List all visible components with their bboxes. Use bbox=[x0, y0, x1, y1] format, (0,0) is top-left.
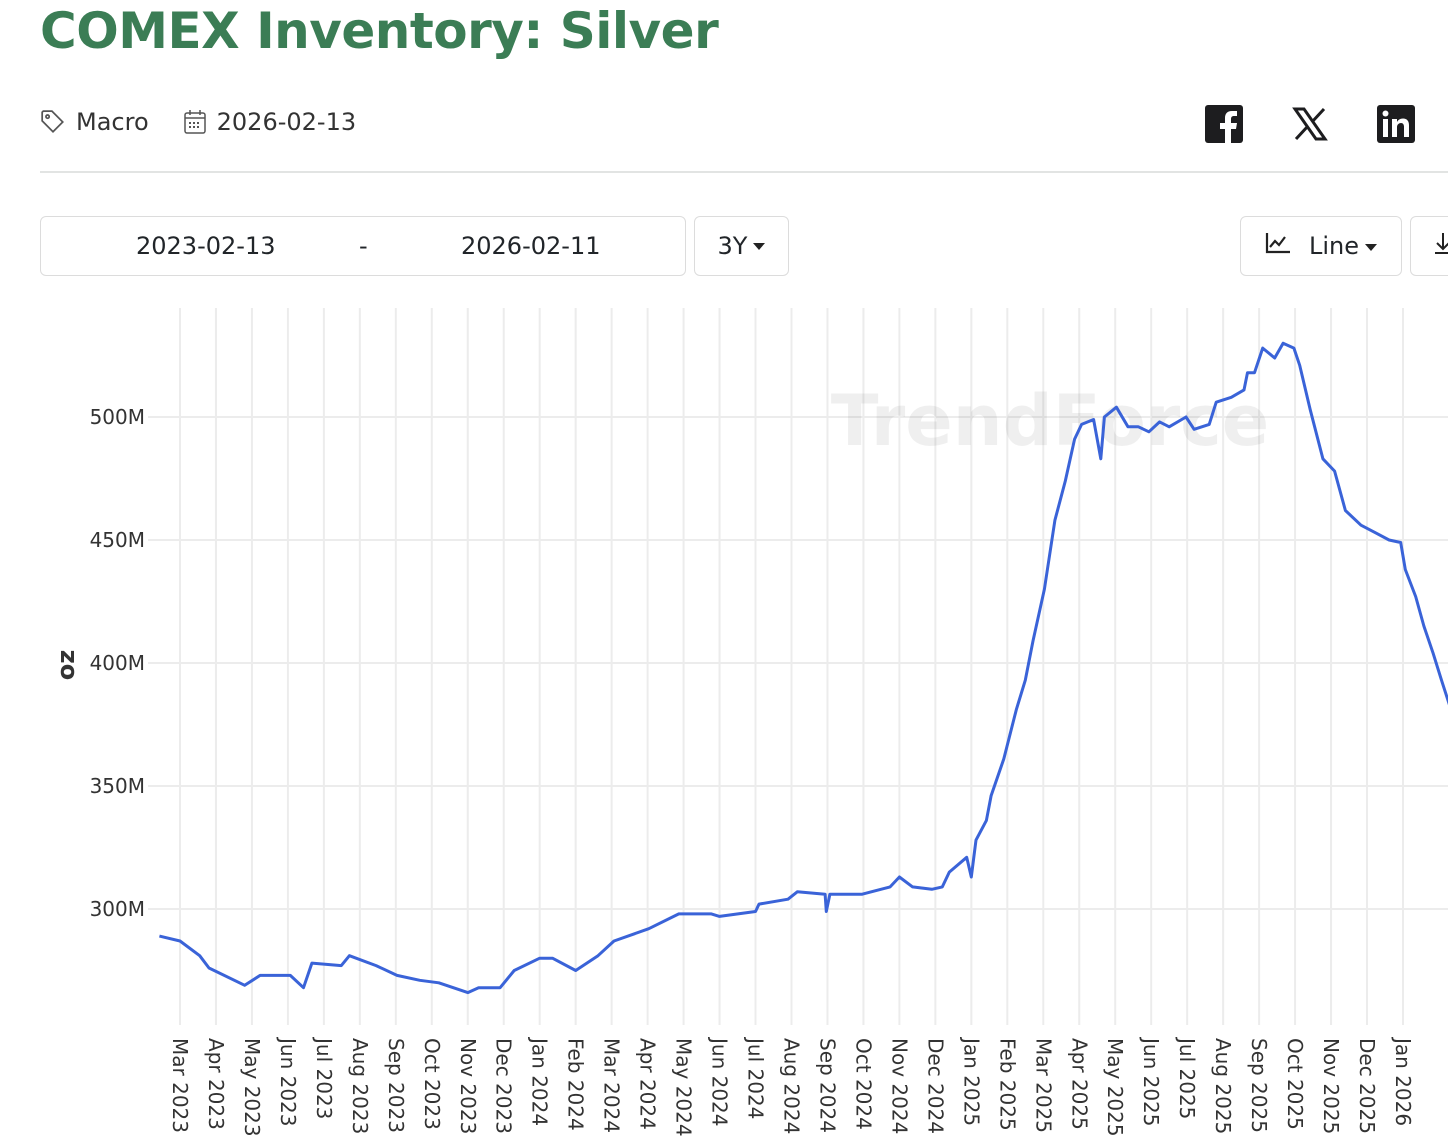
x-tick-label: Nov 2025 bbox=[1319, 1038, 1343, 1134]
date-separator: - bbox=[359, 232, 368, 260]
facebook-icon[interactable] bbox=[1205, 105, 1243, 143]
end-date-input[interactable]: 2026-02-11 bbox=[461, 232, 601, 260]
x-tick-label: Aug 2025 bbox=[1211, 1038, 1235, 1134]
x-tick-label: Mar 2023 bbox=[168, 1038, 192, 1133]
x-tick-label: Jun 2023 bbox=[276, 1036, 300, 1127]
series-line bbox=[159, 341, 1448, 995]
x-tick-label: Mar 2024 bbox=[600, 1038, 624, 1133]
article-meta: Macro 2026-02-13 bbox=[40, 108, 356, 136]
x-tick-label: Jan 2024 bbox=[528, 1036, 552, 1126]
x-tick-label: Jul 2025 bbox=[1175, 1036, 1199, 1119]
watermark: TrendForce bbox=[831, 380, 1270, 462]
start-date-input[interactable]: 2023-02-13 bbox=[136, 232, 276, 260]
x-tick-label: Sep 2025 bbox=[1247, 1038, 1271, 1133]
download-icon bbox=[1433, 231, 1448, 261]
x-tick-label: Feb 2024 bbox=[564, 1038, 588, 1131]
x-tick-label: Oct 2025 bbox=[1283, 1038, 1307, 1130]
x-tick-label: Sep 2024 bbox=[815, 1038, 839, 1133]
chevron-down-icon bbox=[1365, 243, 1377, 251]
line-chart: TrendForce 300M 350M 400M 450M 500M Mar 2023… bbox=[52, 308, 1448, 1137]
category-tag[interactable]: Macro bbox=[76, 108, 149, 136]
y-tick-label: 500M bbox=[90, 405, 145, 429]
x-tick-label: May 2023 bbox=[240, 1038, 264, 1137]
calendar-icon bbox=[183, 109, 207, 135]
y-tick-label: 300M bbox=[90, 897, 145, 921]
x-tick-label: Jan 2025 bbox=[959, 1036, 983, 1126]
chevron-down-icon bbox=[753, 242, 766, 250]
x-tick-label: Nov 2024 bbox=[887, 1038, 911, 1134]
x-tick-label: Apr 2024 bbox=[636, 1038, 660, 1130]
y-axis-title: oz bbox=[52, 650, 80, 680]
x-tick-label: Oct 2024 bbox=[851, 1038, 875, 1130]
x-tick-label: Jul 2024 bbox=[744, 1036, 768, 1119]
chart-type-value: Line bbox=[1308, 232, 1359, 260]
range-dropdown[interactable]: 3Y bbox=[694, 216, 789, 276]
line-chart-icon bbox=[1265, 232, 1291, 260]
x-tick-label: Jan 2026 bbox=[1391, 1036, 1415, 1126]
y-tick-label: 350M bbox=[90, 774, 145, 798]
x-tick-label: Jun 2025 bbox=[1139, 1036, 1163, 1127]
x-tick-label: May 2025 bbox=[1103, 1038, 1127, 1137]
x-tick-label: Apr 2025 bbox=[1067, 1038, 1091, 1130]
x-tick-label: Aug 2023 bbox=[348, 1038, 372, 1134]
chart-type-dropdown[interactable]: Line bbox=[1240, 216, 1402, 276]
x-tick-label: Dec 2024 bbox=[923, 1038, 947, 1134]
publish-date: 2026-02-13 bbox=[216, 108, 357, 136]
x-tick-label: Nov 2023 bbox=[456, 1038, 480, 1134]
page-title: COMEX Inventory: Silver bbox=[40, 2, 719, 60]
x-tick-label: Dec 2023 bbox=[492, 1038, 516, 1134]
x-tick-label: Dec 2025 bbox=[1355, 1038, 1379, 1134]
divider bbox=[40, 171, 1448, 173]
x-tick-label: Jul 2023 bbox=[312, 1036, 336, 1119]
x-tick-label: Sep 2023 bbox=[384, 1038, 408, 1133]
x-tick-label: Feb 2025 bbox=[995, 1038, 1019, 1131]
x-tick-label: Mar 2025 bbox=[1031, 1038, 1055, 1133]
linkedin-icon[interactable] bbox=[1377, 105, 1415, 143]
download-button[interactable] bbox=[1410, 216, 1448, 276]
tag-icon bbox=[40, 109, 66, 135]
x-tick-label: Aug 2024 bbox=[779, 1038, 803, 1134]
x-tick-label: Jun 2024 bbox=[708, 1036, 732, 1127]
x-tick-label: Apr 2023 bbox=[204, 1038, 228, 1130]
x-icon[interactable] bbox=[1291, 105, 1329, 143]
x-tick-label: May 2024 bbox=[672, 1038, 696, 1137]
x-tick-label: Oct 2023 bbox=[420, 1038, 444, 1130]
y-tick-label: 450M bbox=[90, 528, 145, 552]
date-range-picker[interactable]: 2023-02-13 - 2026-02-11 bbox=[40, 216, 686, 276]
range-value: 3Y bbox=[717, 232, 748, 260]
y-tick-label: 400M bbox=[90, 651, 145, 675]
